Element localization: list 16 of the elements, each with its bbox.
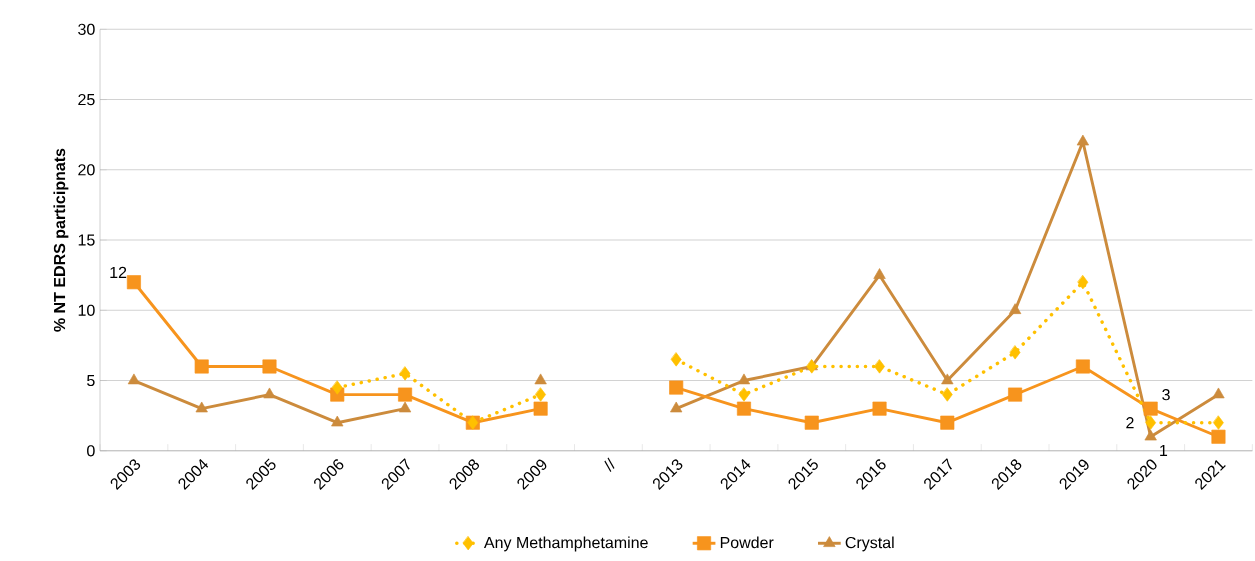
- data-label: 12: [110, 266, 127, 278]
- data-label: 2: [1126, 416, 1134, 429]
- legend-label: Any Methamphetamine: [483, 536, 648, 552]
- y-tick-label: 25: [78, 93, 95, 105]
- data-label: 3: [1162, 388, 1170, 401]
- y-axis-title: % NT EDRS participnats: [53, 148, 69, 332]
- legend-label: Powder: [720, 536, 774, 548]
- y-tick-label: 30: [78, 23, 95, 35]
- y-tick-label: 20: [78, 163, 95, 176]
- y-tick-label: 15: [78, 234, 95, 246]
- data-label: 1: [1160, 444, 1168, 456]
- x-tick-label: //: [604, 457, 615, 472]
- y-tick-label: 10: [78, 304, 95, 316]
- y-tick-label: 5: [87, 374, 95, 386]
- legend-label: Crystal: [845, 536, 894, 552]
- y-tick-label: 0: [87, 444, 95, 457]
